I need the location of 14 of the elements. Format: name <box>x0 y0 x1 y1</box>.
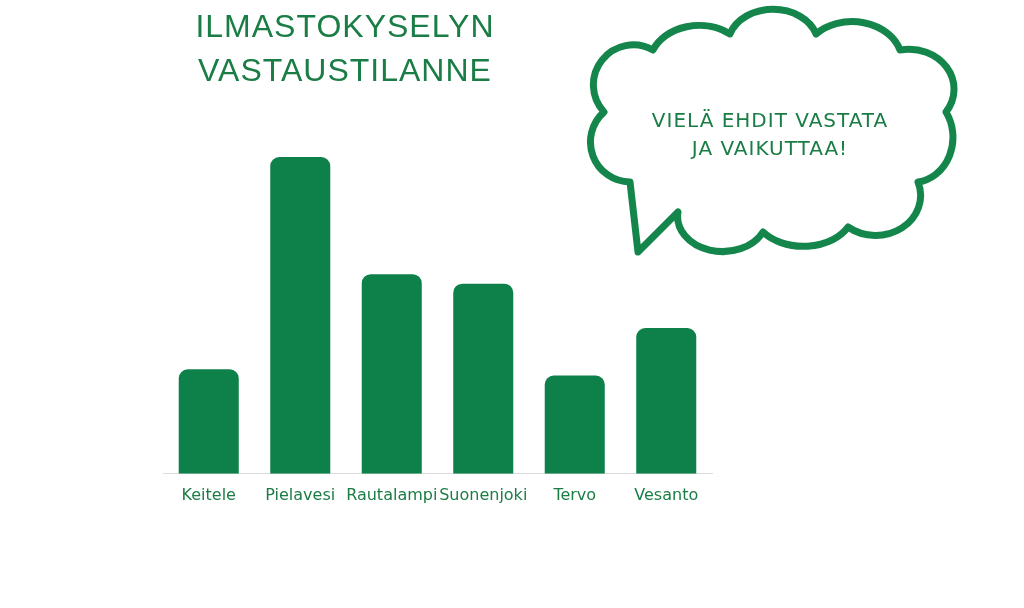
x-tick-label: Rautalampi <box>346 484 438 504</box>
x-tick-label: Suonenjoki <box>439 484 528 504</box>
x-tick-label: Vesanto <box>634 484 699 504</box>
x-tick-label: Tervo <box>552 484 597 504</box>
bar <box>270 157 331 474</box>
annotation: VIELÄ EHDIT VASTATA JA VAIKUTTAA! <box>650 107 890 162</box>
bar <box>636 328 697 474</box>
x-tick-label: Pielavesi <box>265 484 336 504</box>
chart-title: ILMASTOKYSELYN VASTAUSTILANNE <box>194 7 496 90</box>
bar <box>544 375 605 474</box>
bar <box>453 283 514 474</box>
x-tick-label: Keitele <box>181 484 236 504</box>
bar <box>178 369 239 474</box>
bar <box>361 274 422 474</box>
